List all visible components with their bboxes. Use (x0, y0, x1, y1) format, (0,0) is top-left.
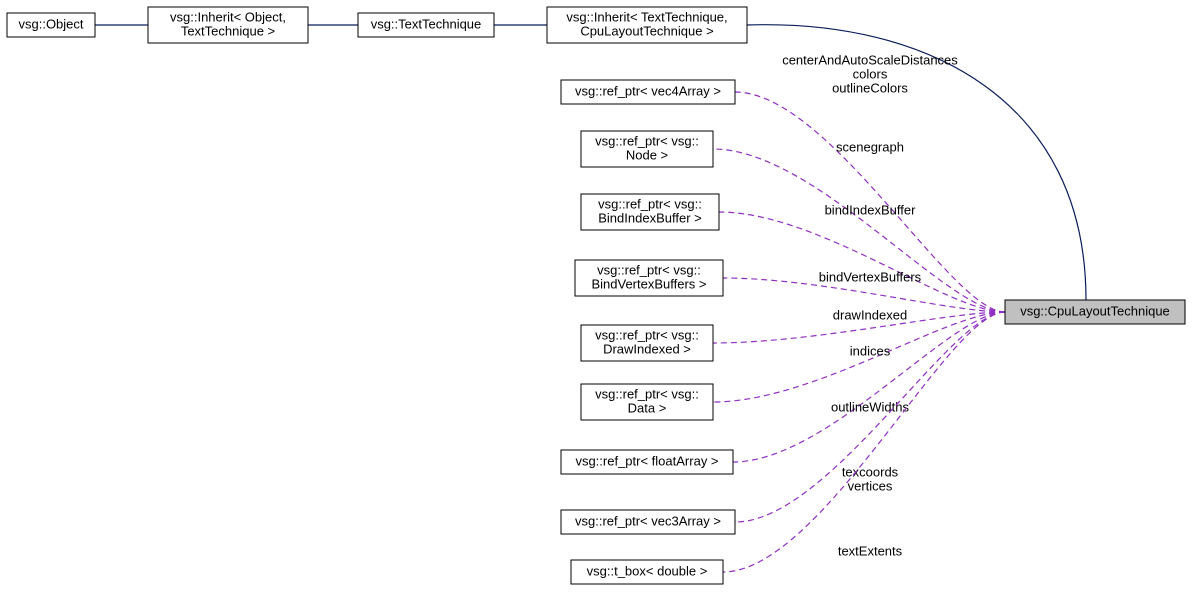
class-node[interactable]: vsg::Object (7, 13, 95, 37)
edges: centerAndAutoScaleDistancescolorsoutline… (95, 25, 1086, 572)
edge-label: outlineColors (832, 80, 908, 95)
class-node-label: BindIndexBuffer > (598, 210, 701, 225)
class-node[interactable]: vsg::ref_ptr< vsg::Data > (581, 384, 713, 420)
class-node-label: vsg::CpuLayoutTechnique (1020, 303, 1170, 318)
class-node-label: vsg::ref_ptr< vec3Array > (575, 513, 721, 528)
edge-label: texcoords (842, 464, 899, 479)
class-node-label: BindVertexBuffers > (591, 276, 706, 291)
dependency-edge (719, 212, 1005, 312)
class-node-label: vsg::t_box< double > (587, 563, 708, 578)
class-node[interactable]: vsg::ref_ptr< vsg::BindIndexBuffer > (581, 194, 719, 230)
edge-label: colors (853, 66, 888, 81)
class-node-label: vsg::ref_ptr< vsg:: (598, 196, 702, 211)
class-node[interactable]: vsg::TextTechnique (358, 13, 494, 37)
edge-label: centerAndAutoScaleDistances (782, 52, 958, 67)
class-node[interactable]: vsg::ref_ptr< vec4Array > (561, 80, 735, 104)
diagram-root: centerAndAutoScaleDistancescolorsoutline… (0, 0, 1196, 602)
class-node-label: vsg::Object (18, 16, 83, 31)
edge-label: drawIndexed (833, 307, 907, 322)
class-node[interactable]: vsg::ref_ptr< floatArray > (561, 450, 733, 474)
class-node-label: vsg::ref_ptr< vec4Array > (575, 83, 721, 98)
class-node-label: vsg::Inherit< TextTechnique, (566, 9, 727, 24)
class-node-label: vsg::TextTechnique (371, 16, 482, 31)
class-node[interactable]: vsg::ref_ptr< vsg::BindVertexBuffers > (575, 260, 723, 296)
class-node[interactable]: vsg::ref_ptr< vec3Array > (561, 510, 735, 534)
class-node-label: vsg::ref_ptr< vsg:: (595, 386, 699, 401)
class-node[interactable]: vsg::ref_ptr< vsg::Node > (581, 131, 713, 167)
class-node-label: Data > (628, 400, 667, 415)
nodes: vsg::CpuLayoutTechnique vsg::Inherit< Tex… (7, 7, 1185, 584)
class-node-label: vsg::ref_ptr< vsg:: (597, 262, 701, 277)
edge-label: bindVertexBuffers (819, 269, 922, 284)
class-node-label: DrawIndexed > (603, 341, 691, 356)
dependency-edge (733, 312, 1005, 462)
edge-label: vertices (848, 478, 893, 493)
class-node[interactable]: vsg::t_box< double > (571, 560, 723, 584)
edge-label: indices (850, 343, 891, 358)
class-node-label: vsg::ref_ptr< vsg:: (595, 133, 699, 148)
edge-label: textExtents (838, 543, 903, 558)
class-node-label: Node > (626, 147, 668, 162)
class-node-label: TextTechnique > (181, 23, 275, 38)
class-node-label: vsg::Inherit< Object, (170, 9, 286, 24)
class-node[interactable]: vsg::Inherit< TextTechnique,CpuLayoutTec… (547, 7, 747, 43)
class-node-label: vsg::ref_ptr< vsg:: (595, 327, 699, 342)
class-node[interactable]: vsg::Inherit< Object,TextTechnique > (148, 7, 308, 43)
class-node-label: CpuLayoutTechnique > (580, 23, 713, 38)
class-node[interactable]: vsg::ref_ptr< vsg::DrawIndexed > (581, 325, 713, 361)
edge-label: scenegraph (836, 139, 904, 154)
edge-label: outlineWidths (831, 399, 910, 414)
edge-label: bindIndexBuffer (825, 202, 916, 217)
class-node[interactable]: vsg::CpuLayoutTechnique (1005, 300, 1185, 324)
class-node-label: vsg::ref_ptr< floatArray > (575, 453, 718, 468)
